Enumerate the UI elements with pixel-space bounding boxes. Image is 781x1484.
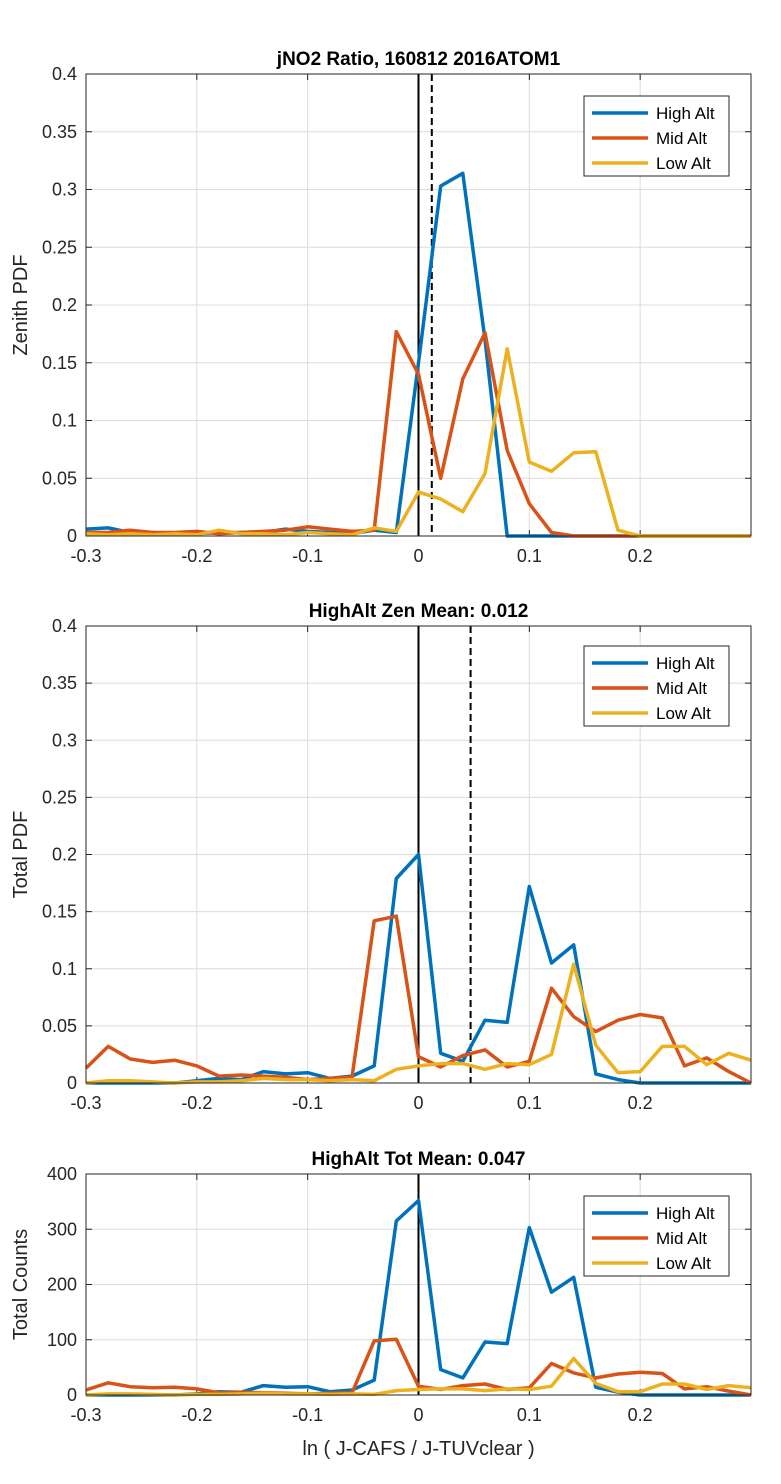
y-tick-label: 0.2 (52, 845, 77, 865)
x-tick-label: 0.1 (517, 1093, 542, 1113)
x-tick-label: -0.1 (292, 1405, 323, 1425)
chart-panel-1: -0.3 -0.2 -0.1 0 0.1 0.2 0 0.05 0.1 0.15 0.2 0.25 0.… (10, 49, 752, 566)
y-tick-label: 0.4 (52, 616, 77, 636)
chart-title: jNO2 Ratio, 160812 2016ATOM1 (276, 49, 561, 70)
x-tick-label: 0 (413, 1093, 423, 1113)
y-axis-label: Total PDF (10, 811, 32, 899)
x-axis-label: ln ( J-CAFS / J-TUVclear ) (302, 1438, 534, 1460)
y-tick-label: 100 (47, 1330, 77, 1350)
x-tick-label: 0.2 (628, 1405, 653, 1425)
legend: High Alt Mid Alt Low Alt (583, 645, 730, 727)
x-tick-label: 0.2 (628, 1093, 653, 1113)
x-tick-label: 0.2 (628, 546, 653, 566)
y-tick-label: 0.15 (42, 902, 77, 922)
y-tick-label: 300 (47, 1219, 77, 1239)
y-tick-label: 0.25 (42, 237, 77, 257)
legend-label: Low Alt (656, 704, 711, 723)
legend-label: Low Alt (656, 154, 711, 173)
y-tick-label: 0.25 (42, 787, 77, 807)
y-tick-label: 0.1 (52, 959, 77, 979)
x-tick-label: -0.1 (292, 546, 323, 566)
y-tick-label: 200 (47, 1275, 77, 1295)
x-tick-label: 0.1 (517, 546, 542, 566)
chart-title: HighAlt Tot Mean: 0.047 (312, 1149, 526, 1170)
x-tick-label: 0 (413, 1405, 423, 1425)
y-tick-label: 0 (67, 526, 77, 546)
y-tick-label: 0.3 (52, 730, 77, 750)
y-tick-label: 0 (67, 1385, 77, 1405)
y-axis-label: Zenith PDF (10, 254, 32, 355)
series-line-mid-alt (85, 1337, 752, 1397)
y-tick-label: 0.05 (42, 1016, 77, 1036)
y-tick-label: 400 (47, 1164, 77, 1184)
legend: High Alt Mid Alt Low Alt (583, 1195, 730, 1277)
x-tick-label: 0.1 (517, 1405, 542, 1425)
legend-label: Mid Alt (656, 129, 707, 148)
series-line-mid-alt (84, 914, 752, 1085)
y-tick-label: 0.35 (42, 673, 77, 693)
axes-box (85, 1173, 752, 1396)
legend-label: High Alt (656, 104, 715, 123)
y-tick-label: 0 (67, 1073, 77, 1093)
legend-label: High Alt (656, 1204, 715, 1223)
x-tick-label: 0 (413, 546, 423, 566)
x-tick-label: -0.1 (292, 1093, 323, 1113)
axes-box (85, 625, 752, 1084)
y-tick-label: 0.15 (42, 353, 77, 373)
y-tick-label: 0.35 (42, 122, 77, 142)
y-tick-label: 0.4 (52, 64, 77, 84)
chart-panel-3: -0.3 -0.2 -0.1 0 0.1 0.2 0 100 200 300 400 HighAlt … (10, 1149, 752, 1460)
axes-box (85, 73, 752, 537)
legend-label: Low Alt (656, 1254, 711, 1273)
y-tick-label: 0.3 (52, 180, 77, 200)
x-tick-label: -0.2 (181, 546, 212, 566)
y-tick-label: 0.2 (52, 295, 77, 315)
x-tick-label: -0.2 (181, 1405, 212, 1425)
legend-label: Mid Alt (656, 679, 707, 698)
y-tick-label: 0.1 (52, 411, 77, 431)
x-tick-label: -0.3 (70, 546, 101, 566)
legend: High Alt Mid Alt Low Alt (583, 95, 730, 177)
chart-title: HighAlt Zen Mean: 0.012 (309, 601, 529, 622)
y-tick-label: 0.05 (42, 468, 77, 488)
legend-label: Mid Alt (656, 1229, 707, 1248)
x-tick-label: -0.2 (181, 1093, 212, 1113)
x-tick-label: -0.3 (70, 1405, 101, 1425)
chart-panel-2: -0.3 -0.2 -0.1 0 0.1 0.2 0 0.05 0.1 0.15 0.2 0.25 0.… (10, 601, 752, 1113)
y-axis-label: Total Counts (10, 1229, 32, 1340)
x-tick-label: -0.3 (70, 1093, 101, 1113)
series-line-low-alt (85, 1356, 752, 1397)
series-line-low-alt (85, 962, 752, 1085)
legend-label: High Alt (656, 654, 715, 673)
